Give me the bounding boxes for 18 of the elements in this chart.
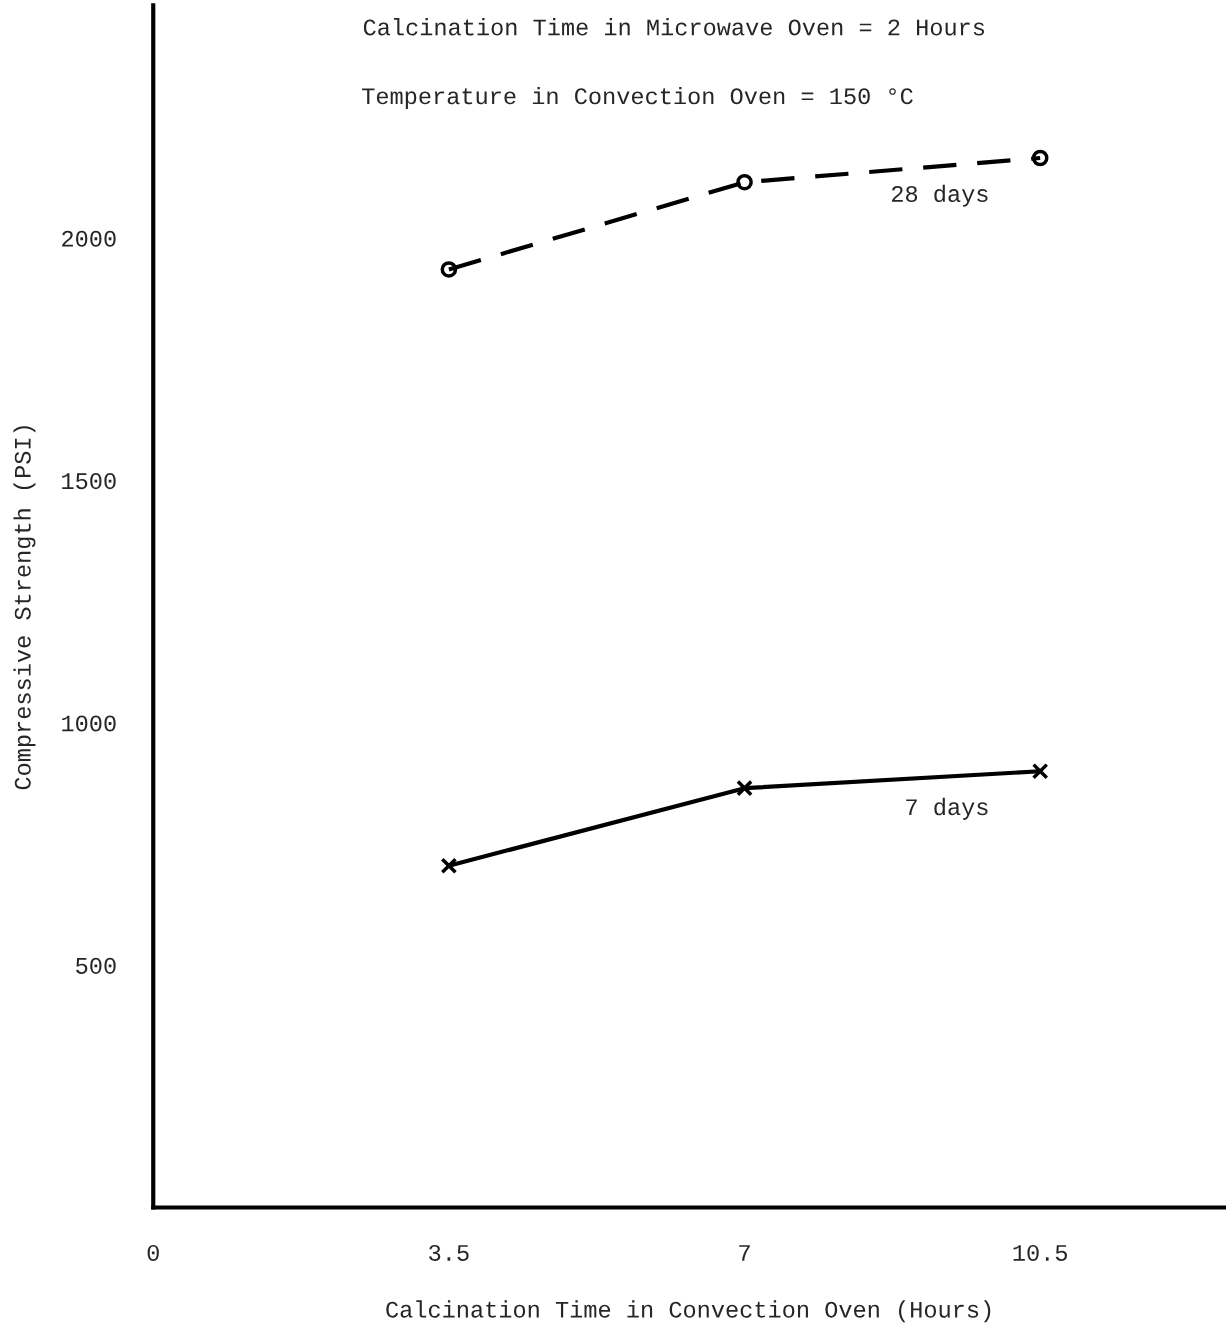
point	[1031, 762, 1049, 780]
x-tick-label: 10.5	[1013, 1244, 1067, 1261]
y-tick-label: 2000	[62, 230, 116, 247]
x-tick-label: 0	[147, 1244, 159, 1261]
y-axis-title: Compressive Strength (PSI)	[13, 426, 36, 790]
series-label: 28 days	[891, 184, 988, 207]
x-axis-title: Calcination Time in Convection Oven (Hours)	[386, 1300, 991, 1323]
point	[440, 857, 458, 875]
y-tick-label: 1500	[62, 473, 116, 490]
point	[736, 779, 753, 797]
y-tick-label: 1000	[62, 715, 116, 732]
chart-title: Calcination Time in Microwave Oven = 2 Hours	[363, 18, 985, 36]
series-label: 7 days	[906, 797, 988, 820]
y-tick-label: 500	[76, 957, 116, 974]
point	[736, 173, 753, 191]
text: Temperature in Convection Oven = 150 °C	[362, 86, 913, 109]
x-tick-label: 3.5	[429, 1244, 469, 1261]
x-tick-label: 7	[739, 1245, 750, 1261]
